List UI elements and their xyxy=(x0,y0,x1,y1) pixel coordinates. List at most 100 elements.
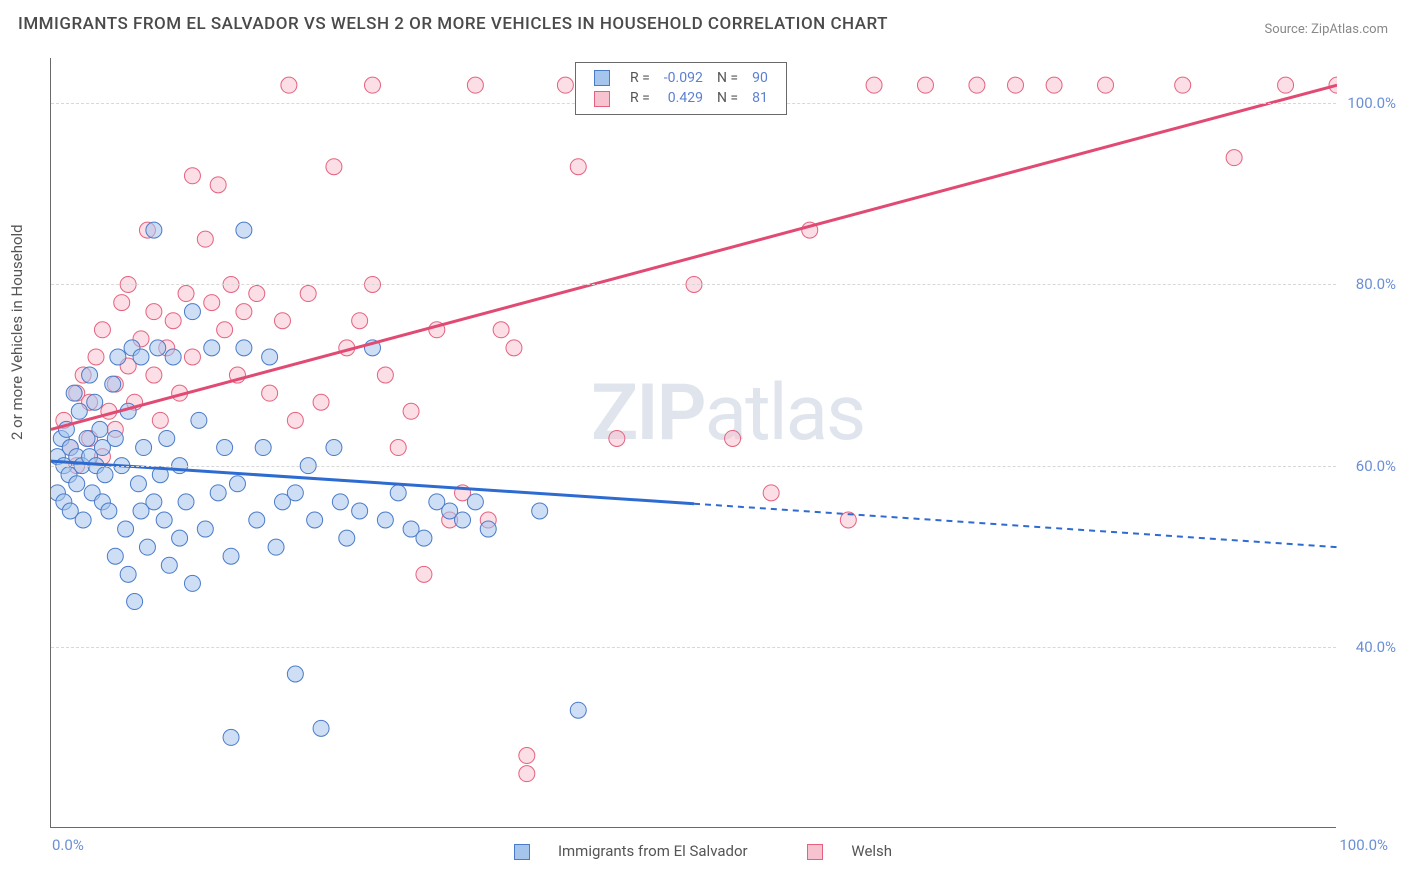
scatter-point-blue xyxy=(127,594,143,610)
stats-legend: R = -0.092 N = 90 R = 0.429 N = 81 xyxy=(575,62,787,115)
scatter-point-blue xyxy=(416,530,432,546)
scatter-point-pink xyxy=(1175,77,1191,93)
scatter-point-pink xyxy=(506,340,522,356)
y-tick-label: 40.0% xyxy=(1356,638,1396,656)
scatter-point-blue xyxy=(307,512,323,528)
legend-item-blue: Immigrants from El Salvador xyxy=(500,842,762,860)
scatter-point-pink xyxy=(390,440,406,456)
scatter-point-blue xyxy=(197,521,213,537)
scatter-point-blue xyxy=(118,521,134,537)
gridline xyxy=(51,647,1336,648)
scatter-point-blue xyxy=(223,548,239,564)
scatter-point-pink xyxy=(1046,77,1062,93)
scatter-point-pink xyxy=(178,286,194,302)
scatter-point-pink xyxy=(403,403,419,419)
scatter-point-blue xyxy=(223,729,239,745)
y-axis-label: 2 or more Vehicles in Household xyxy=(8,224,26,440)
scatter-point-blue xyxy=(262,349,278,365)
scatter-point-pink xyxy=(249,286,265,302)
scatter-point-pink xyxy=(262,385,278,401)
stats-row-pink: R = 0.429 N = 81 xyxy=(588,89,774,107)
plot-area: ZIPatlas R = -0.092 N = 90 R = 0.429 N =… xyxy=(50,58,1336,828)
scatter-point-blue xyxy=(107,430,123,446)
scatter-point-blue xyxy=(172,530,188,546)
scatter-point-blue xyxy=(71,403,87,419)
scatter-point-blue xyxy=(326,440,342,456)
scatter-point-pink xyxy=(1098,77,1114,93)
scatter-point-blue xyxy=(390,485,406,501)
scatter-point-blue xyxy=(236,222,252,238)
scatter-point-pink xyxy=(184,349,200,365)
scatter-point-blue xyxy=(66,385,82,401)
scatter-point-pink xyxy=(352,313,368,329)
scatter-point-pink xyxy=(217,322,233,338)
scatter-point-pink xyxy=(146,367,162,383)
scatter-point-blue xyxy=(455,512,471,528)
gridline xyxy=(51,284,1336,285)
scatter-point-blue xyxy=(75,512,91,528)
chart-svg xyxy=(51,58,1337,828)
scatter-point-pink xyxy=(365,77,381,93)
scatter-point-blue xyxy=(92,421,108,437)
scatter-point-blue xyxy=(532,503,548,519)
scatter-point-pink xyxy=(274,313,290,329)
scatter-point-blue xyxy=(268,539,284,555)
chart-title: IMMIGRANTS FROM EL SALVADOR VS WELSH 2 O… xyxy=(18,14,888,34)
scatter-point-pink xyxy=(519,766,535,782)
scatter-point-blue xyxy=(178,494,194,510)
scatter-point-blue xyxy=(236,340,252,356)
scatter-point-blue xyxy=(69,476,85,492)
scatter-point-pink xyxy=(114,295,130,311)
scatter-point-blue xyxy=(352,503,368,519)
scatter-point-blue xyxy=(107,548,123,564)
scatter-point-pink xyxy=(866,77,882,93)
scatter-point-blue xyxy=(110,349,126,365)
scatter-point-pink xyxy=(1226,150,1242,166)
scatter-point-blue xyxy=(97,467,113,483)
scatter-point-pink xyxy=(287,412,303,428)
scatter-point-blue xyxy=(332,494,348,510)
scatter-point-blue xyxy=(133,349,149,365)
scatter-point-pink xyxy=(969,77,985,93)
scatter-point-pink xyxy=(88,349,104,365)
scatter-point-blue xyxy=(377,512,393,528)
scatter-point-blue xyxy=(120,566,136,582)
scatter-point-blue xyxy=(287,485,303,501)
scatter-point-blue xyxy=(210,485,226,501)
scatter-point-pink xyxy=(416,566,432,582)
trendline-blue-dash xyxy=(694,504,1337,547)
scatter-point-pink xyxy=(519,748,535,764)
scatter-point-blue xyxy=(467,494,483,510)
scatter-point-pink xyxy=(210,177,226,193)
scatter-point-blue xyxy=(82,367,98,383)
scatter-point-blue xyxy=(101,503,117,519)
scatter-point-blue xyxy=(313,720,329,736)
scatter-point-blue xyxy=(249,512,265,528)
scatter-point-pink xyxy=(763,485,779,501)
scatter-point-pink xyxy=(236,304,252,320)
scatter-point-pink xyxy=(281,77,297,93)
legend-item-pink: Welsh xyxy=(793,842,906,860)
scatter-point-blue xyxy=(146,494,162,510)
scatter-point-pink xyxy=(1008,77,1024,93)
scatter-point-pink xyxy=(557,77,573,93)
scatter-point-pink xyxy=(146,304,162,320)
scatter-point-blue xyxy=(204,340,220,356)
scatter-point-pink xyxy=(152,412,168,428)
scatter-point-pink xyxy=(493,322,509,338)
scatter-point-blue xyxy=(184,304,200,320)
scatter-point-blue xyxy=(287,666,303,682)
scatter-point-blue xyxy=(159,430,175,446)
scatter-point-pink xyxy=(725,430,741,446)
scatter-point-pink xyxy=(184,168,200,184)
scatter-point-pink xyxy=(917,77,933,93)
scatter-point-blue xyxy=(130,476,146,492)
scatter-point-pink xyxy=(609,430,625,446)
scatter-point-pink xyxy=(467,77,483,93)
scatter-point-blue xyxy=(229,476,245,492)
scatter-point-pink xyxy=(313,394,329,410)
scatter-point-blue xyxy=(105,376,121,392)
scatter-point-blue xyxy=(139,539,155,555)
scatter-point-blue xyxy=(87,394,103,410)
stats-row-blue: R = -0.092 N = 90 xyxy=(588,69,774,87)
